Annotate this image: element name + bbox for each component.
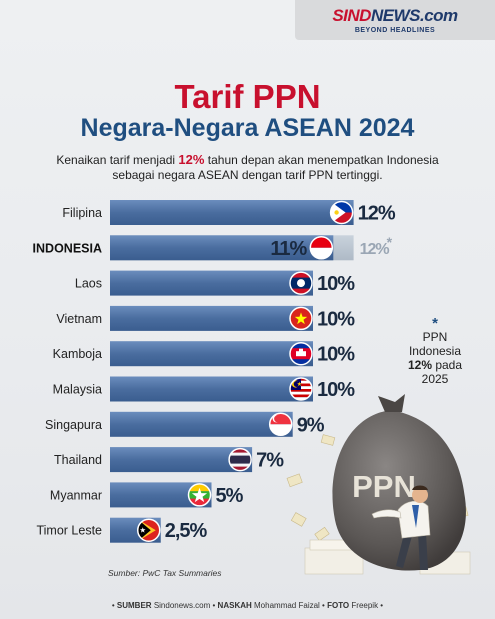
flag-indonesia-icon [309, 236, 334, 260]
bar-filipina [110, 200, 354, 225]
bar-vietnam [110, 305, 313, 331]
category-label-vietnam: Vietnam [56, 312, 102, 326]
category-label-indonesia: INDONESIA [33, 241, 102, 255]
value-label-timor-leste: 2,5% [165, 520, 208, 542]
value-label-vietnam: 10% [317, 308, 355, 330]
flag-timor-leste-icon [137, 518, 161, 542]
source-note: Sumber: PwC Tax Summaries [108, 568, 222, 578]
bar-laos [110, 270, 313, 296]
note-rate: 12% [407, 358, 432, 372]
logo-text: SINDNEWS.com [332, 6, 458, 25]
sack-label: PPN [352, 469, 416, 504]
flag-philippines-icon [329, 200, 354, 225]
sack [332, 410, 466, 571]
value-label-singapura: 9% [297, 414, 325, 436]
note-line1: PPN [422, 330, 448, 344]
note-line2: Indonesia [408, 344, 462, 358]
value-label-myanmar: 5% [216, 485, 244, 507]
flag-laos-icon [289, 271, 313, 295]
bar-kamboja [110, 341, 313, 367]
category-label-thailand: Thailand [54, 453, 102, 467]
projection-note: * PPN Indonesia 12% pada 2025 [395, 315, 475, 386]
value-label-laos: 10% [317, 273, 355, 295]
subtitle: Kenaikan tarif menjadi 12% tahun depan a… [56, 152, 439, 182]
title-line1: Tarif PPN [174, 78, 321, 115]
title-line2: Negara-Negara ASEAN 2024 [80, 114, 415, 142]
value-label-kamboja: 10% [317, 344, 355, 366]
bar-indonesia [110, 235, 334, 261]
flag-myanmar-icon [187, 483, 212, 507]
flag-vietnam-icon [289, 306, 313, 331]
man-figure [371, 485, 431, 570]
value-label-malaysia: 10% [317, 379, 355, 401]
category-label-laos: Laos [75, 277, 102, 291]
category-label-singapura: Singapura [45, 418, 102, 432]
projection-value-label: 12% [360, 241, 390, 258]
illustration: PPN [286, 394, 471, 575]
value-label-thailand: 7% [256, 450, 284, 472]
flag-cambodia-icon [289, 341, 313, 366]
category-label-myanmar: Myanmar [50, 488, 102, 502]
value-label-indonesia: 11% [270, 238, 307, 260]
flag-malaysia-icon [289, 377, 313, 401]
category-label-kamboja: Kamboja [53, 347, 102, 361]
footer-credits: • SUMBER Sindonews.com • NASKAH Mohammad… [111, 601, 384, 610]
note-star: * [432, 315, 438, 332]
projection-marker: * [387, 234, 393, 250]
bar-singapura [110, 411, 293, 437]
flag-thailand-icon [228, 447, 252, 472]
value-label-filipina: 12% [358, 203, 396, 225]
category-label-malaysia: Malaysia [53, 383, 102, 397]
flag-singapore-icon [268, 412, 293, 437]
sack-knot [378, 394, 405, 412]
category-label-filipina: Filipina [62, 206, 102, 220]
bar-malaysia [110, 376, 313, 402]
note-year: 2025 [421, 372, 449, 386]
category-label-timor-leste: Timor Leste [36, 524, 102, 538]
brand-logo: SINDNEWS.com BEYOND HEADLINES [295, 0, 495, 40]
bars-layer: Filipina 12%INDONESIA 11% 12%*Laos 10%Vietna… [33, 200, 397, 543]
logo-tagline: BEYOND HEADLINES [354, 27, 436, 34]
